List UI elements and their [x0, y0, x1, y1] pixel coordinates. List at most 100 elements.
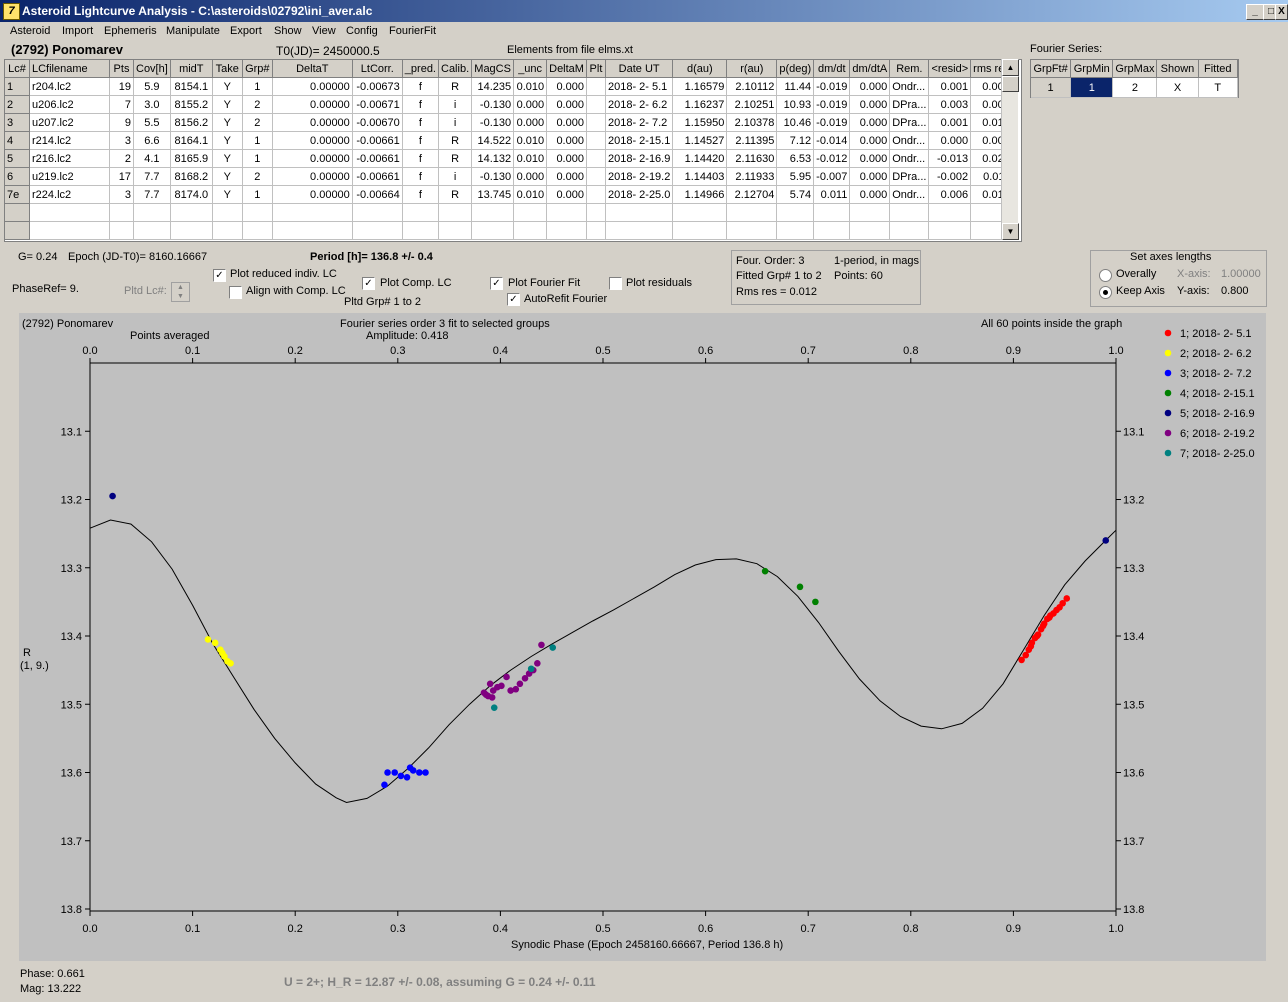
- col-calib[interactable]: Calib.: [438, 60, 473, 78]
- table-cell[interactable]: R: [438, 131, 473, 150]
- table-cell[interactable]: 0.000: [849, 167, 891, 186]
- menu-import[interactable]: Import: [62, 25, 94, 37]
- table-cell[interactable]: 7: [109, 95, 134, 114]
- table-cell[interactable]: Ondr...: [889, 77, 930, 96]
- table-cell[interactable]: -0.019: [813, 77, 851, 96]
- table-cell[interactable]: [776, 221, 815, 240]
- col-d[interactable]: d(au): [672, 60, 728, 78]
- table-cell[interactable]: [133, 203, 171, 222]
- table-cell[interactable]: 3.0: [133, 95, 171, 114]
- overally-radio[interactable]: [1099, 269, 1112, 282]
- table-cell[interactable]: 0.00000: [272, 95, 353, 114]
- table-cell[interactable]: r214.lc2: [29, 131, 110, 150]
- col-r[interactable]: r(au): [726, 60, 778, 78]
- table-cell[interactable]: 2: [242, 95, 273, 114]
- table-cell[interactable]: 2.10251: [726, 95, 778, 114]
- table-cell[interactable]: 0.00000: [272, 113, 353, 132]
- table-cell[interactable]: [272, 203, 353, 222]
- table-cell[interactable]: [928, 221, 972, 240]
- table-cell[interactable]: 8174.0: [170, 185, 213, 204]
- table-cell[interactable]: f: [402, 185, 440, 204]
- table-cell[interactable]: [513, 221, 548, 240]
- table-cell[interactable]: [813, 221, 851, 240]
- table-cell[interactable]: 0.000: [546, 113, 587, 132]
- plot-reduced-checkbox[interactable]: ✓: [213, 269, 226, 282]
- table-cell[interactable]: f: [402, 95, 440, 114]
- table-cell[interactable]: 0.000: [546, 149, 587, 168]
- table-cell[interactable]: -0.00661: [352, 149, 403, 168]
- fourier-cell-fitted[interactable]: T: [1198, 77, 1239, 98]
- table-cell[interactable]: 2018- 2-15.1: [605, 131, 674, 150]
- table-cell[interactable]: -0.130: [471, 167, 515, 186]
- table-cell[interactable]: 7.12: [776, 131, 815, 150]
- table-cell[interactable]: -0.013: [928, 149, 972, 168]
- table-cell[interactable]: [29, 221, 110, 240]
- table-cell[interactable]: Ondr...: [889, 131, 930, 150]
- table-cell[interactable]: 0.000: [849, 113, 891, 132]
- fourier-cell-grpmin[interactable]: 1: [1070, 77, 1114, 98]
- table-cell[interactable]: [605, 203, 674, 222]
- table-cell[interactable]: 0.010: [513, 77, 548, 96]
- table-cell[interactable]: -0.019: [813, 95, 851, 114]
- col-fitted[interactable]: Fitted: [1198, 60, 1239, 78]
- table-cell[interactable]: 2018- 2-16.9: [605, 149, 674, 168]
- table-cell[interactable]: 14.522: [471, 131, 515, 150]
- table-cell[interactable]: 1: [242, 149, 273, 168]
- table-cell[interactable]: 2018- 2-25.0: [605, 185, 674, 204]
- table-cell[interactable]: 0.000: [546, 131, 587, 150]
- table-cell[interactable]: 5.95: [776, 167, 815, 186]
- table-cell[interactable]: 2018- 2- 6.2: [605, 95, 674, 114]
- col-rem[interactable]: Rem.: [889, 60, 930, 78]
- col-p[interactable]: p(deg): [776, 60, 815, 78]
- table-cell[interactable]: 14.132: [471, 149, 515, 168]
- table-cell[interactable]: Y: [212, 113, 243, 132]
- table-cell[interactable]: 13.745: [471, 185, 515, 204]
- col-dmdt[interactable]: dm/dt: [813, 60, 851, 78]
- table-cell[interactable]: 17: [109, 167, 134, 186]
- table-cell[interactable]: Y: [212, 131, 243, 150]
- table-cell[interactable]: [352, 203, 403, 222]
- table-cell[interactable]: u219.lc2: [29, 167, 110, 186]
- table-cell[interactable]: 0.010: [513, 149, 548, 168]
- col-plt[interactable]: Plt: [586, 60, 606, 78]
- col-pts[interactable]: Pts: [109, 60, 134, 78]
- table-cell[interactable]: R: [438, 185, 473, 204]
- table-cell[interactable]: -0.130: [471, 113, 515, 132]
- table-cell[interactable]: [212, 221, 243, 240]
- table-cell[interactable]: 2018- 2- 5.1: [605, 77, 674, 96]
- col-pred[interactable]: _pred.: [402, 60, 440, 78]
- table-cell[interactable]: 0.000: [849, 131, 891, 150]
- table-row[interactable]: 6 u219.lc2 17 7.7 8168.2 Y 2 0.00000 -0.00661 f i -…: [5, 167, 1013, 186]
- fourier-cell-shown[interactable]: X: [1156, 77, 1199, 98]
- table-cell[interactable]: 4.1: [133, 149, 171, 168]
- table-cell[interactable]: [471, 221, 515, 240]
- table-cell[interactable]: DPra...: [889, 167, 930, 186]
- menu-show[interactable]: Show: [274, 25, 302, 37]
- table-cell[interactable]: [471, 203, 515, 222]
- table-cell[interactable]: 8168.2: [170, 167, 213, 186]
- table-cell[interactable]: [928, 203, 972, 222]
- table-cell[interactable]: [438, 221, 473, 240]
- col-ltcorr[interactable]: LtCorr.: [352, 60, 403, 78]
- table-cell[interactable]: -0.014: [813, 131, 851, 150]
- table-cell[interactable]: 0.006: [928, 185, 972, 204]
- row-header[interactable]: 3: [5, 113, 30, 132]
- table-cell[interactable]: 2: [109, 149, 134, 168]
- table-cell[interactable]: 2.11395: [726, 131, 778, 150]
- table-cell[interactable]: [170, 221, 213, 240]
- fourier-cell-grpft[interactable]: 1: [1031, 77, 1072, 98]
- table-cell[interactable]: 6.6: [133, 131, 171, 150]
- table-cell[interactable]: [438, 203, 473, 222]
- app-icon[interactable]: 7: [3, 3, 20, 20]
- table-cell[interactable]: [586, 131, 606, 150]
- table-cell[interactable]: 0.000: [513, 95, 548, 114]
- table-cell[interactable]: [672, 221, 728, 240]
- col-shown[interactable]: Shown: [1156, 60, 1199, 78]
- table-cell[interactable]: f: [402, 149, 440, 168]
- table-cell[interactable]: [889, 203, 930, 222]
- table-cell[interactable]: -0.00661: [352, 167, 403, 186]
- empty-row[interactable]: [5, 203, 1013, 222]
- table-cell[interactable]: -0.00673: [352, 77, 403, 96]
- table-cell[interactable]: 2: [242, 113, 273, 132]
